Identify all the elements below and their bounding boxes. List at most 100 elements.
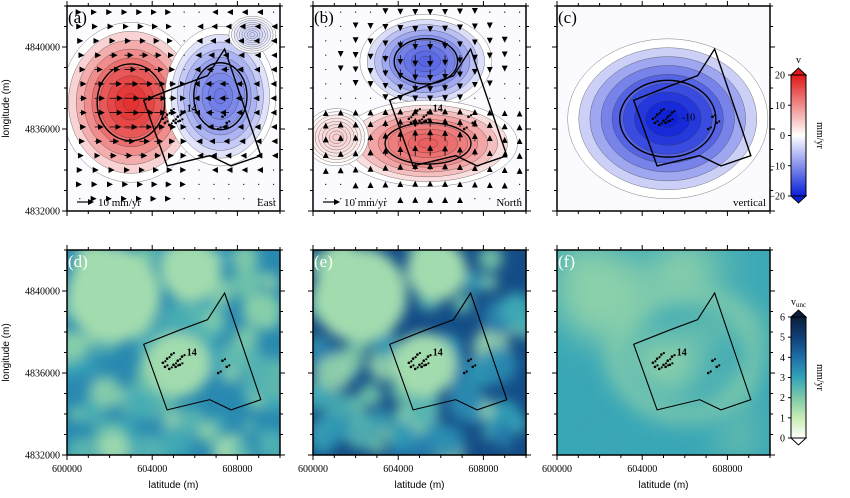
station-dot	[709, 126, 712, 129]
contour-label: -10	[682, 113, 695, 124]
texture-blob	[158, 424, 193, 455]
texture-blob	[263, 391, 280, 413]
colorbar-label-sub: unc	[796, 301, 806, 309]
station-dot	[671, 118, 674, 121]
vector-dot	[325, 97, 327, 99]
station-dot	[176, 359, 180, 363]
station-dot	[178, 363, 182, 367]
station-dot	[420, 365, 423, 369]
station-dot	[662, 119, 665, 123]
vector-dot	[183, 11, 185, 13]
vector-dot	[489, 198, 491, 200]
x-tick-label: 600000	[298, 464, 328, 475]
vector-dot	[325, 40, 327, 42]
station-dot	[418, 119, 421, 123]
station-dot	[422, 359, 426, 363]
texture-blob	[159, 308, 184, 333]
station-dot	[462, 371, 466, 375]
station-dot	[178, 119, 182, 123]
station-dot	[166, 364, 169, 367]
field	[67, 250, 280, 455]
station-dot	[176, 115, 180, 118]
texture-blob	[745, 255, 761, 270]
field	[67, 6, 280, 211]
station-dot	[670, 111, 674, 114]
vector-dot	[519, 97, 521, 99]
vector-dot	[198, 169, 200, 171]
station-dot	[418, 107, 421, 111]
station-dot	[654, 360, 657, 363]
station-dot	[669, 114, 672, 117]
station-dot	[181, 118, 184, 121]
station-dot	[664, 118, 668, 121]
station-dot	[168, 112, 171, 115]
colorbar-unit: mm/yr	[814, 122, 825, 149]
station-dot	[420, 118, 424, 121]
panel-label: (a)	[68, 8, 87, 27]
y-tick-label: 4832000	[25, 451, 60, 462]
station-dot	[219, 370, 222, 373]
station-dot	[164, 116, 167, 119]
station-dot	[465, 370, 468, 373]
colorbar-label: vunc	[791, 297, 806, 309]
y-tick-label: 4840000	[25, 287, 60, 298]
station-dot	[673, 354, 676, 357]
colorbar-tick-label: 4	[780, 353, 785, 364]
station-dot	[179, 358, 182, 361]
vector-dot	[258, 198, 260, 200]
station-dot	[228, 120, 231, 123]
vector-dot	[519, 68, 521, 71]
station-dot	[664, 362, 668, 365]
vector-dot	[325, 68, 327, 71]
vector-dot	[325, 198, 327, 200]
station-dot	[168, 356, 171, 359]
station-dot	[429, 110, 432, 113]
vector-dot	[325, 183, 327, 185]
field-texture	[313, 250, 526, 455]
station-dot	[410, 116, 413, 119]
texture-blob	[248, 395, 264, 411]
station-dot	[167, 123, 171, 127]
colorbar-tick-label: −20	[769, 192, 785, 203]
ticks	[308, 1, 531, 216]
vector-dot	[183, 68, 185, 71]
texture-blob	[67, 359, 79, 378]
station-dot	[412, 120, 415, 123]
component-label: North	[496, 197, 522, 209]
contour-band	[122, 93, 139, 112]
station-dot	[407, 361, 411, 365]
contour-band	[417, 138, 439, 149]
reference-arrow-label: 10 mm/yr	[344, 197, 387, 209]
stations	[161, 351, 231, 375]
station-dot	[418, 351, 421, 355]
vector-dot	[369, 11, 372, 13]
station-dot	[706, 371, 710, 375]
texture-blob	[406, 392, 440, 426]
contour-band	[332, 133, 341, 141]
texture-blob	[703, 250, 736, 277]
uncertainty-colorbar: 0 1 2 3 4 5 6 vunc mm/yr	[780, 297, 825, 446]
station-dot	[664, 365, 667, 369]
low-uncertainty-zone	[160, 250, 221, 301]
field	[557, 250, 770, 455]
vector-dot	[340, 40, 342, 42]
x-tick-label: 600000	[542, 464, 572, 475]
vector-dot	[519, 54, 521, 56]
ticks	[308, 245, 531, 460]
station-dot	[416, 366, 419, 369]
texture-blob	[203, 310, 221, 328]
x-axis-label: latitude (m)	[394, 480, 444, 491]
texture-blob	[423, 422, 449, 447]
y-axis-label: longitude (m)	[1, 323, 12, 381]
contour-bold	[619, 79, 717, 158]
station-dot	[223, 358, 227, 361]
station-dot	[165, 357, 169, 360]
low-uncertainty-zone	[319, 250, 362, 286]
vector-dot	[340, 83, 342, 85]
station-dot	[221, 115, 224, 118]
colorbar-tick-label: 6	[780, 313, 785, 324]
station-label: 14	[433, 348, 443, 359]
station-dot	[424, 363, 428, 367]
station-dot	[161, 361, 165, 365]
